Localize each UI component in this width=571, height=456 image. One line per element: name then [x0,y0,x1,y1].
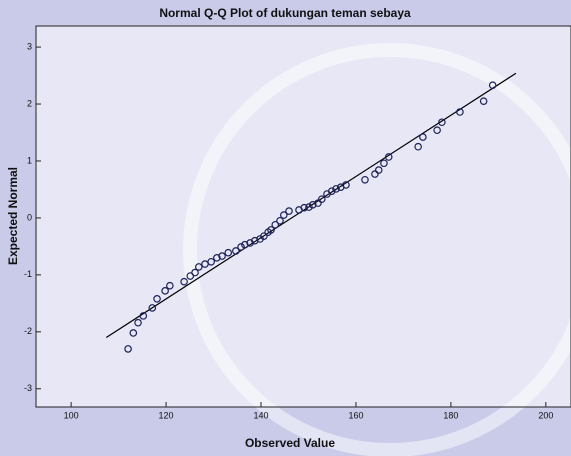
point [195,263,203,271]
point [456,108,464,116]
y-tick-label: 0 [27,212,32,222]
point [139,312,148,320]
point [232,247,240,255]
point [308,201,317,209]
point [271,220,280,229]
x-tick-label: 180 [443,410,458,420]
y-tick-label: -1 [24,269,32,279]
point [438,118,446,127]
point [241,240,249,249]
y-tick-label: -2 [24,326,32,336]
point [414,142,422,151]
x-tick-label: 100 [64,410,79,420]
point [384,153,393,161]
point [342,181,350,189]
x-tick-label: 140 [253,410,268,420]
point [380,159,388,168]
point [180,277,188,286]
reference-line [105,72,517,339]
point [479,97,488,105]
point [191,268,199,277]
point [317,195,326,203]
point [332,185,340,193]
x-tick-label: 200 [538,410,553,420]
point [327,187,336,195]
point [218,252,226,260]
point [300,203,309,212]
point [267,226,275,234]
x-tick-label: 120 [159,410,174,420]
point [153,294,161,303]
point [224,248,233,257]
point [124,345,132,353]
point [166,281,174,290]
point [251,236,259,245]
point [305,203,313,211]
point [260,232,268,240]
point [419,133,427,141]
point [129,329,138,337]
point [371,170,379,178]
y-tick-label: 3 [27,41,32,51]
point [207,257,215,266]
chart-title: Normal Q-Q Plot of dukungan teman sebaya [159,6,411,20]
y-tick-label: -3 [24,383,32,393]
point [148,304,157,312]
plot-area [35,25,571,408]
point [161,287,169,295]
point [237,243,245,251]
point [374,166,383,174]
point [433,126,441,135]
x-tick-label: 160 [348,410,363,420]
point [279,211,288,219]
y-tick-label: 1 [27,155,32,165]
point [488,81,497,90]
x-axis-label: Observed Value [245,436,335,450]
point [134,318,142,327]
point [276,216,284,225]
point [314,199,322,207]
y-tick-label: 2 [27,98,32,108]
y-axis-label: Expected Normal [6,167,20,265]
point [361,175,369,184]
point [213,253,221,262]
point [285,207,293,215]
